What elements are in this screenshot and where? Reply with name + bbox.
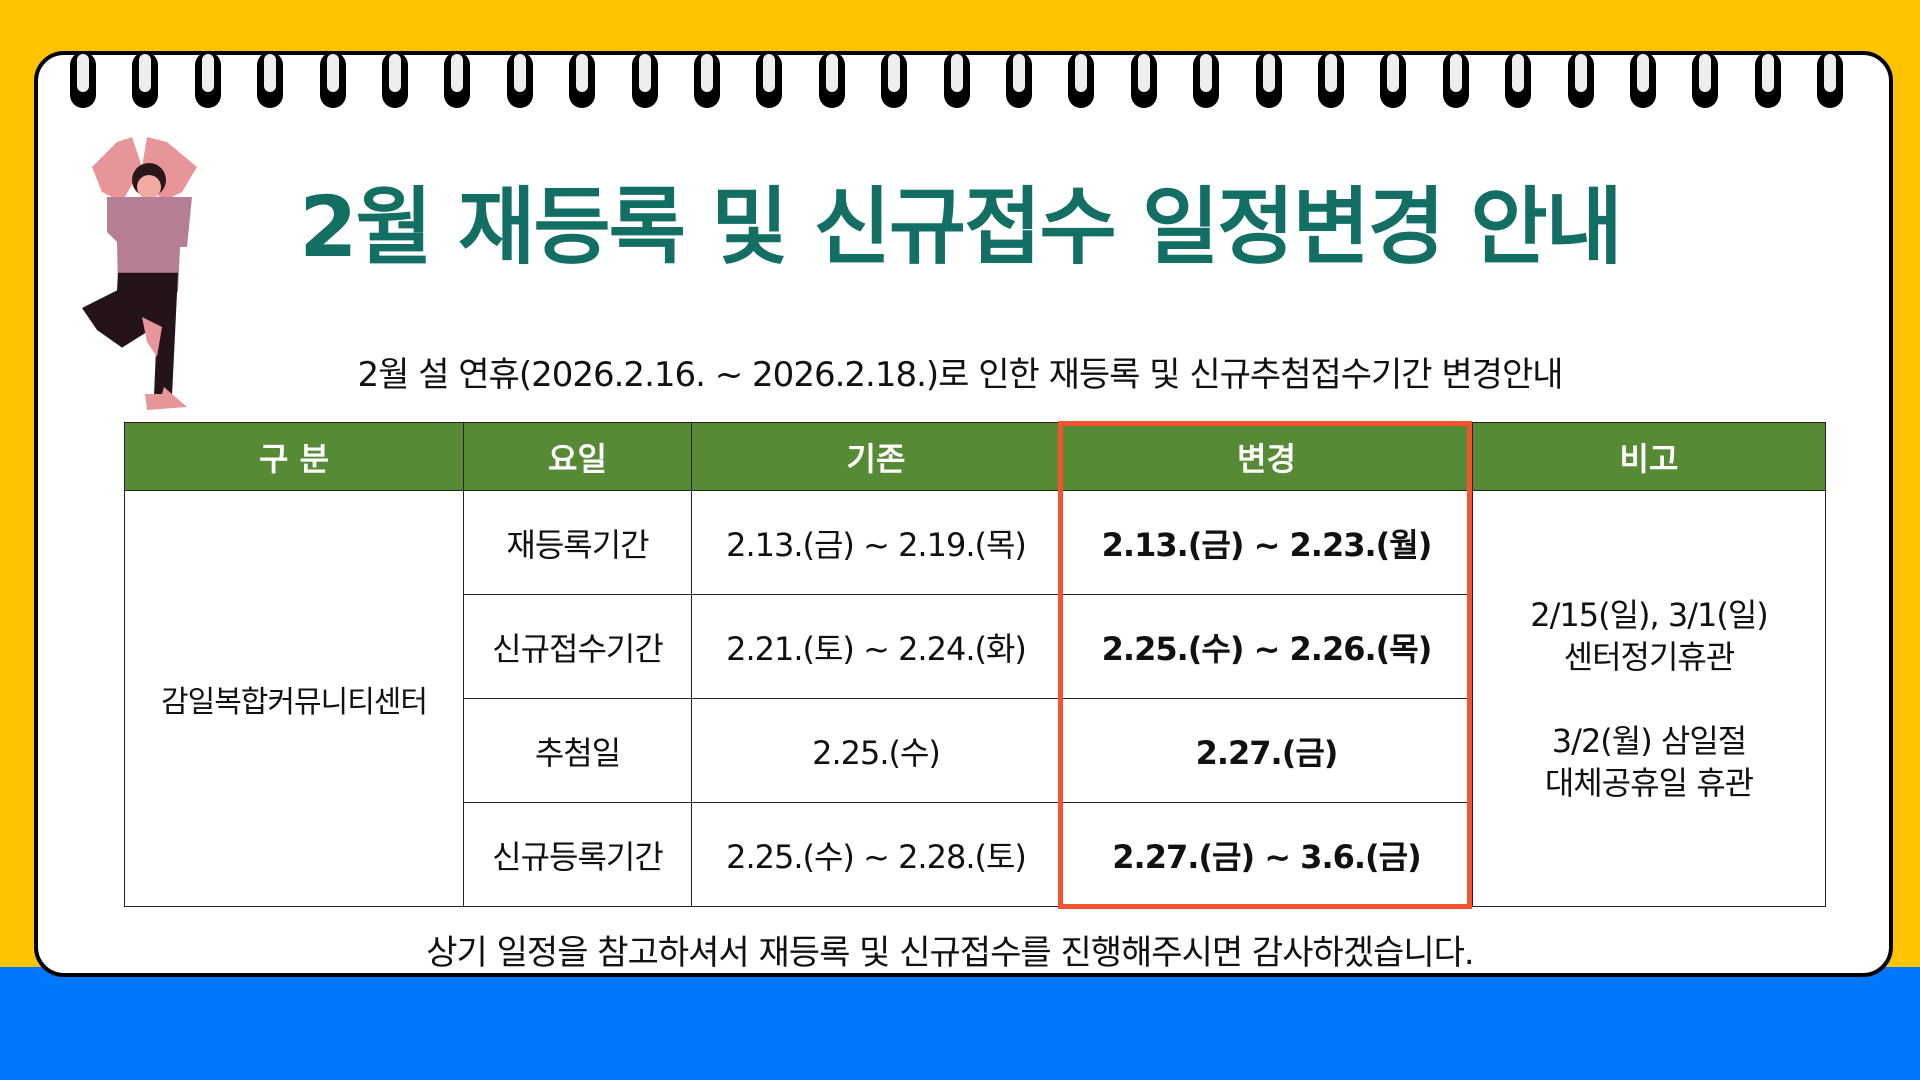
ring-icon	[506, 52, 533, 108]
item-cell: 추첨일	[463, 698, 692, 803]
highlight-box	[1058, 421, 1472, 909]
schedule-table: 구 분 요일 기존 변경 비고 감일복합커뮤니티센터 재등록기간 2.13.(금…	[124, 422, 1826, 907]
before-cell: 2.21.(토) ~ 2.24.(화)	[691, 594, 1061, 699]
after-cell: 2.27.(금)	[1060, 698, 1473, 803]
page-title: 2월 재등록 및 신규접수 일정변경 안내	[299, 178, 1623, 276]
ring-icon	[1318, 52, 1344, 108]
header-before: 기존	[691, 422, 1061, 491]
note-cell: 2/15(일), 3/1(일) 센터정기휴관 3/2(월) 삼일절 대체공휴일 …	[1472, 490, 1826, 907]
header-after: 변경	[1060, 422, 1473, 491]
header-category: 구 분	[124, 422, 464, 491]
note-line: 대체공휴일 휴관	[1544, 763, 1754, 802]
item-cell: 신규접수기간	[463, 594, 692, 699]
bottom-band	[0, 967, 1920, 1080]
ring-icon	[444, 52, 471, 108]
ring-icon	[1068, 52, 1095, 108]
header-item: 요일	[463, 422, 692, 491]
item-cell: 신규등록기간	[463, 802, 692, 907]
table-row: 신규접수기간 2.21.(토) ~ 2.24.(화) 2.25.(수) ~ 2.…	[125, 594, 1826, 699]
ring-icon	[569, 52, 596, 108]
ring-icon	[1380, 52, 1407, 108]
item-cell: 재등록기간	[463, 490, 692, 595]
table-row: 추첨일 2.25.(수) 2.27.(금)	[125, 698, 1826, 803]
ring-icon	[194, 52, 221, 108]
subtitle: 2월 설 연휴(2026.2.16. ~ 2026.2.18.)로 인한 재등록…	[357, 355, 1563, 395]
note-line: 센터정기휴관	[1563, 637, 1736, 676]
before-cell: 2.13.(금) ~ 2.19.(목)	[691, 490, 1061, 595]
ring-icon	[1817, 52, 1844, 108]
ring-icon	[1130, 52, 1157, 108]
ring-icon	[1630, 52, 1656, 108]
header-note: 비고	[1472, 422, 1826, 491]
ring-icon	[70, 52, 96, 108]
yoga-woman-icon	[82, 137, 197, 410]
note-line: 3/2(월) 삼일절	[1551, 721, 1747, 760]
after-cell: 2.13.(금) ~ 2.23.(월)	[1060, 490, 1473, 595]
after-cell: 2.27.(금) ~ 3.6.(금)	[1060, 802, 1473, 907]
ring-icon	[1006, 52, 1032, 108]
footer-text: 상기 일정을 참고하셔서 재등록 및 신규접수를 진행해주시면 감사하겠습니다.	[426, 933, 1474, 973]
ring-icon	[881, 52, 908, 108]
ring-icon	[132, 52, 159, 108]
note-line: 2/15(일), 3/1(일)	[1530, 595, 1769, 634]
ring-icon	[257, 52, 284, 108]
group-cell: 감일복합커뮤니티센터	[124, 490, 464, 907]
ring-icon	[818, 52, 845, 108]
after-cell: 2.25.(수) ~ 2.26.(목)	[1060, 594, 1473, 699]
ring-icon	[1692, 52, 1719, 108]
table-row: 감일복합커뮤니티센터 재등록기간 2.13.(금) ~ 2.19.(목) 2.1…	[124, 490, 1826, 907]
spiral-rings-icon	[0, 52, 1920, 112]
before-cell: 2.25.(수)	[691, 698, 1061, 803]
table-row: 신규등록기간 2.25.(수) ~ 2.28.(토) 2.27.(금) ~ 3.…	[125, 802, 1826, 907]
ring-icon	[756, 52, 783, 108]
ring-icon	[631, 52, 658, 108]
ring-icon	[382, 52, 408, 108]
ring-icon	[319, 52, 346, 108]
ring-icon	[694, 52, 720, 108]
ring-icon	[1255, 52, 1282, 108]
before-cell: 2.25.(수) ~ 2.28.(토)	[691, 802, 1061, 907]
ring-icon	[1505, 52, 1532, 108]
ring-icon	[1442, 52, 1469, 108]
ring-icon	[1754, 52, 1781, 108]
ring-icon	[1567, 52, 1594, 108]
ring-icon	[943, 52, 970, 108]
ring-icon	[1193, 52, 1220, 108]
table-header-row: 구 분 요일 기존 변경 비고	[124, 422, 1826, 491]
